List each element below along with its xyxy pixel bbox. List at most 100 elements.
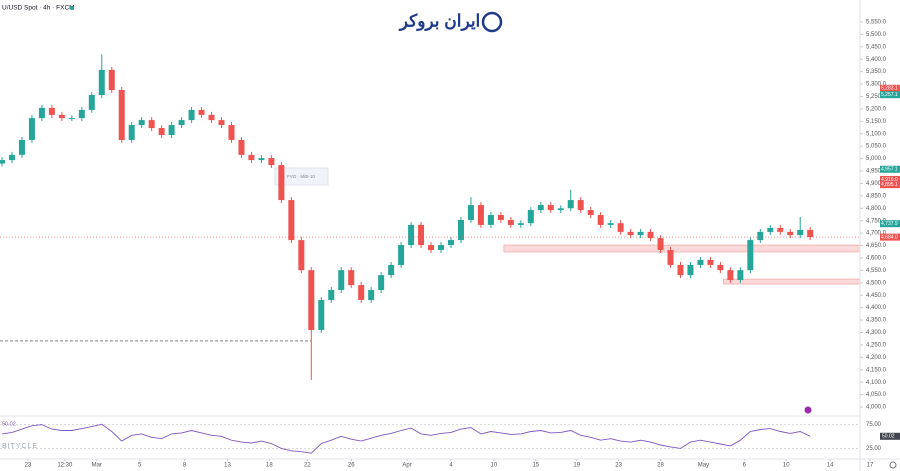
candle-body [228,125,235,140]
rsi-tick-label: 75.00 [866,422,882,428]
x-tick-label: 18 [266,463,273,469]
y-tick-label: 4,300.0 [866,330,887,336]
y-tick-label: 4,700.0 [866,231,887,237]
y-tick-label: 4,150.0 [866,367,887,373]
x-tick-label: 15 [532,463,539,469]
rsi-tick-label: 25.00 [866,446,882,452]
x-tick-label: 10 [491,463,498,469]
candle-body [447,240,454,246]
logo-box [375,0,520,42]
candle-body [88,94,95,110]
x-tick-label: 13 [224,463,231,469]
x-tick-label: 14 [827,463,834,469]
x-tick-label: 12:30 [57,463,73,469]
price-zone [503,244,873,253]
candle-body [338,270,345,291]
y-tick-label: 4,950.0 [866,169,887,175]
candle-body [547,205,554,211]
price-tag-label: 4,957.1 [881,167,898,173]
candle-body [188,109,195,121]
candle-body [108,69,115,91]
candle-body [398,245,405,265]
x-tick-label: 26 [348,463,355,469]
y-tick-label: 5,350.0 [866,69,887,75]
settings-icon[interactable] [889,461,897,469]
y-tick-label: 5,550.0 [866,20,887,26]
y-tick-label: 4,500.0 [866,280,887,286]
price-zone [723,278,873,285]
candle-body [18,139,25,155]
candle-body [208,114,215,121]
candle-body [48,107,55,115]
logo-icon [481,11,503,33]
y-tick-label: 4,850.0 [866,193,887,199]
candle-body [258,158,265,161]
y-tick-label: 5,250.0 [866,94,887,100]
price-tag [880,165,900,173]
y-tick-label: 5,100.0 [866,131,887,137]
candle-body [617,223,624,232]
y-tick-label: 5,050.0 [866,144,887,150]
price-tag [880,84,900,92]
candle-body [657,238,664,251]
candle-body [278,165,285,201]
price-tag [880,181,900,189]
candle-body [477,205,484,225]
candle-body [757,231,764,241]
y-tick-label: 5,500.0 [866,32,887,38]
candle-body [348,270,355,286]
candle-body [298,240,305,271]
y-tick-label: 4,550.0 [866,268,887,274]
y-tick-label: 4,000.0 [866,405,887,411]
candle-body [438,245,445,251]
event-icon [804,406,812,414]
candle-body [607,223,614,225]
rsi-tag [880,432,900,440]
candle-body [777,227,784,232]
candle-body [707,259,714,265]
price-tag [880,175,900,183]
x-tick-label: 19 [573,463,580,469]
price-tag [880,91,900,99]
x-tick-label: May [698,463,709,469]
candle-body [807,229,814,238]
candle-body [118,90,125,140]
candle-body [428,245,435,251]
price-tag [880,220,900,228]
candle-body [378,275,385,291]
status-dot [70,6,74,10]
y-tick-label: 4,750.0 [866,218,887,224]
price-tag-label: 4,684.0 [881,234,898,240]
x-tick-label: 8 [183,463,187,469]
y-tick-label: 4,400.0 [866,305,887,311]
price-tag [880,233,900,241]
candle-body [358,285,365,300]
watermark: BITYCLE [2,443,38,450]
y-tick-label: 4,450.0 [866,293,887,299]
candle-body [767,227,774,232]
candle-body [318,299,325,331]
x-tick-label: Apr [402,463,411,469]
candle-body [28,118,35,140]
candle-body [787,231,794,236]
candle-body [507,219,514,225]
candle-body [517,223,524,225]
candle-body [487,214,494,225]
candle-body [198,109,205,115]
x-tick-label: 28 [657,463,664,469]
price-tag-label: 4,895.1 [881,182,898,188]
candle-body [457,219,464,241]
x-tick-label: 10 [783,463,790,469]
y-tick-label: 4,050.0 [866,392,887,398]
y-tick-label: 4,100.0 [866,380,887,386]
candle-body [667,250,674,265]
y-tick-label: 5,000.0 [866,156,887,162]
candle-body [128,125,135,140]
candle-body [577,200,584,211]
candle-body [747,240,754,271]
price-tag-label: 5,257.1 [881,92,898,98]
candle-body [687,264,694,276]
candle-body [418,224,425,246]
